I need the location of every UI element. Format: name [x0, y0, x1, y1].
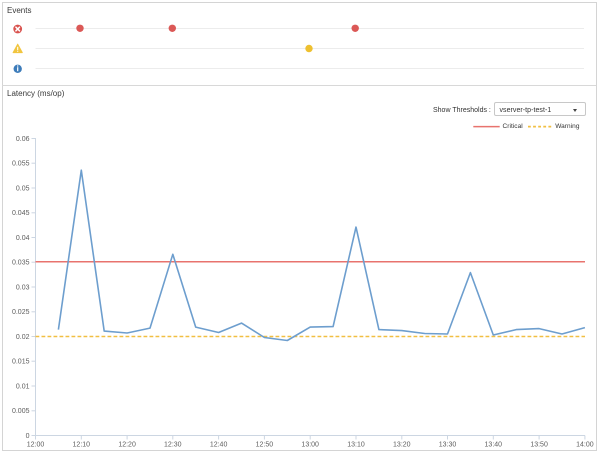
svg-text:12:50: 12:50	[256, 442, 274, 449]
svg-text:0.035: 0.035	[12, 260, 30, 267]
svg-text:12:10: 12:10	[73, 442, 91, 449]
svg-text:0.06: 0.06	[16, 136, 30, 143]
svg-text:0.02: 0.02	[16, 334, 30, 341]
svg-text:13:30: 13:30	[439, 442, 457, 449]
svg-text:0.05: 0.05	[16, 185, 30, 192]
svg-text:13:10: 13:10	[347, 442, 365, 449]
svg-text:13:50: 13:50	[530, 442, 548, 449]
svg-text:0: 0	[26, 433, 30, 440]
svg-text:0.005: 0.005	[12, 408, 30, 415]
svg-text:0.01: 0.01	[16, 383, 30, 390]
svg-text:13:40: 13:40	[485, 442, 503, 449]
svg-text:12:30: 12:30	[164, 442, 182, 449]
svg-text:0.015: 0.015	[12, 359, 30, 366]
svg-text:0.025: 0.025	[12, 309, 30, 316]
svg-text:13:20: 13:20	[393, 442, 411, 449]
svg-text:14:00: 14:00	[576, 442, 594, 449]
svg-text:12:40: 12:40	[210, 442, 228, 449]
svg-text:12:20: 12:20	[118, 442, 136, 449]
svg-text:0.055: 0.055	[12, 161, 30, 168]
svg-text:0.045: 0.045	[12, 210, 30, 217]
svg-text:0.04: 0.04	[16, 235, 30, 242]
svg-text:12:00: 12:00	[27, 442, 45, 449]
svg-text:0.03: 0.03	[16, 284, 30, 291]
svg-text:13:00: 13:00	[301, 442, 319, 449]
